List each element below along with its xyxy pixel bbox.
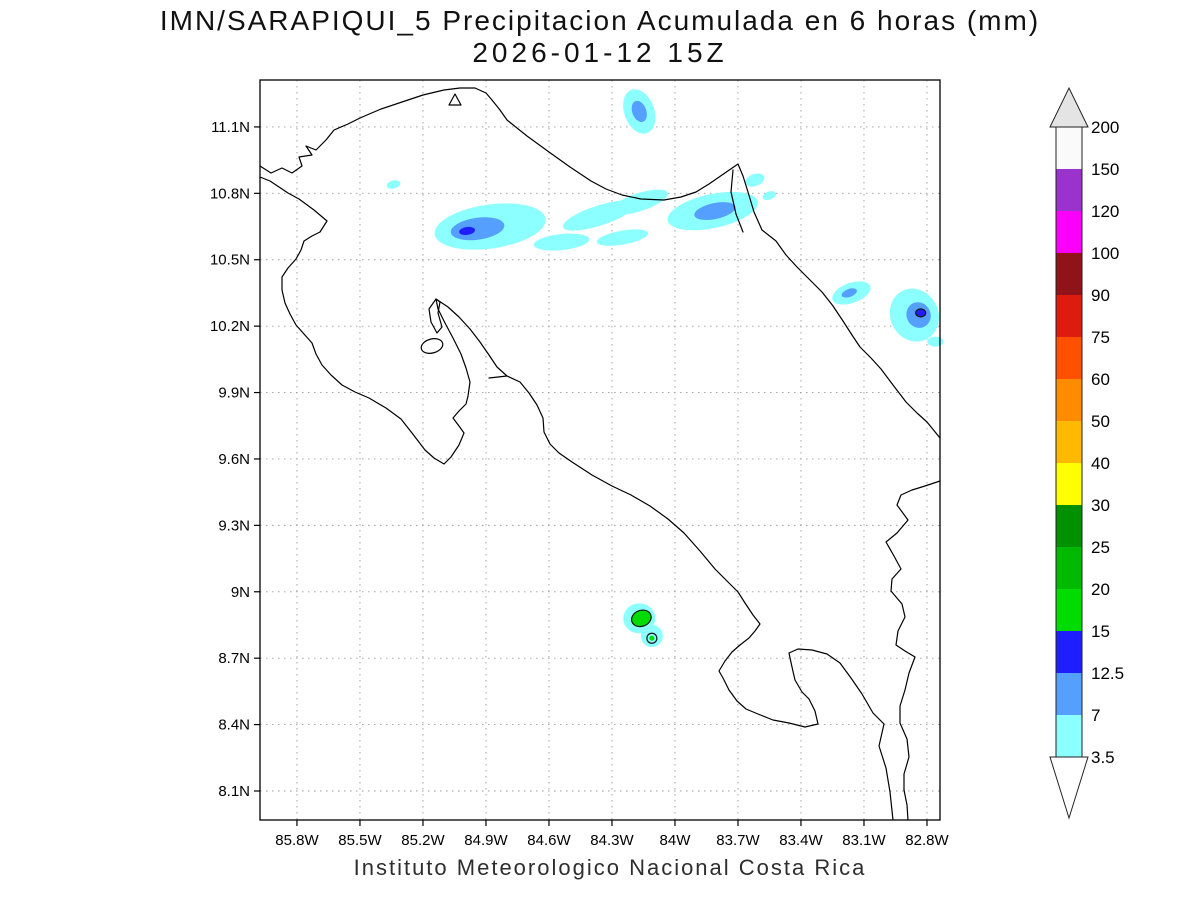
lon-tick-label: 83.4W	[779, 832, 823, 849]
colorbar-band	[1056, 589, 1082, 631]
colorbar-band	[1056, 337, 1082, 379]
colorbar: 200 150 120 100 90 75 60 50 40 30 25 20 15 12.5 7 3.5	[1049, 86, 1124, 820]
precip-patch	[694, 202, 736, 221]
colorbar-label: 120	[1091, 202, 1119, 221]
colorbar-band	[1056, 421, 1082, 463]
plot-border	[259, 79, 941, 821]
precip-patch	[649, 635, 655, 641]
page-title: IMN/SARAPIQUI_5 Precipitacion Acumulada …	[159, 5, 1041, 36]
colorbar-band	[1056, 631, 1082, 673]
colorbar-label: 3.5	[1091, 748, 1115, 767]
lon-tick-label: 82.8W	[905, 832, 949, 849]
lat-tick-label: 8.7N	[218, 650, 250, 667]
lat-tick-label: 8.4N	[218, 717, 250, 734]
colorbar-band	[1056, 505, 1082, 547]
lon-tick-label: 83.1W	[842, 832, 886, 849]
colorbar-band	[1056, 169, 1082, 211]
colorbar-band	[1056, 253, 1082, 295]
colorbar-label: 100	[1091, 244, 1119, 263]
lon-tick-label: 85.5W	[338, 832, 382, 849]
colorbar-label: 20	[1091, 580, 1110, 599]
lat-tick-label: 9.6N	[218, 451, 250, 468]
lat-tick-label: 8.1N	[218, 783, 250, 800]
precip-patch	[745, 173, 765, 187]
colorbar-label: 90	[1091, 286, 1110, 305]
colorbar-label: 12.5	[1091, 664, 1124, 683]
colorbar-label: 60	[1091, 370, 1110, 389]
colorbar-band	[1056, 715, 1082, 757]
tortuguero-canal	[730, 169, 744, 233]
colorbar-band	[1056, 547, 1082, 589]
lat-tick-label: 10.5N	[210, 252, 250, 269]
precip-patch	[386, 180, 401, 189]
lon-tick-label: 84.3W	[590, 832, 634, 849]
colorbar-label: 7	[1091, 706, 1100, 725]
colorbar-arrow-bottom	[1049, 756, 1089, 820]
colorbar-band	[1056, 379, 1082, 421]
grid-lines	[260, 80, 940, 820]
panama-border	[885, 480, 941, 821]
coastline-pacific	[259, 176, 894, 821]
lat-tick-label: 10.8N	[210, 185, 250, 202]
footer-caption: Instituto Meteorologico Nacional Costa R…	[353, 855, 867, 880]
colorbar-label: 15	[1091, 622, 1110, 641]
lat-tick-label: 9.3N	[218, 517, 250, 534]
colorbar-arrow-top	[1049, 86, 1089, 128]
lon-tick-label: 85.2W	[401, 832, 445, 849]
precipitation-layer	[386, 89, 944, 648]
colorbar-band	[1056, 127, 1082, 169]
valid-time-subtitle: 2026-01-12 15Z	[472, 37, 728, 68]
lon-tick-label: 84W	[660, 832, 692, 849]
colorbar-label: 200	[1091, 118, 1119, 137]
precip-patch	[533, 233, 590, 251]
puntarenas-spit	[488, 375, 508, 379]
coastline-layer	[259, 87, 941, 821]
coastline-north-and-caribbean	[259, 87, 941, 439]
colorbar-label: 50	[1091, 412, 1110, 431]
lat-tick-label: 9N	[231, 584, 250, 601]
lon-tick-label: 84.9W	[464, 832, 508, 849]
precip-patch	[631, 100, 647, 123]
precip-patch	[610, 189, 668, 215]
precip-patch	[762, 191, 777, 201]
colorbar-label: 40	[1091, 454, 1110, 473]
lon-tick-label: 83.7W	[716, 832, 760, 849]
chira-island	[420, 338, 444, 354]
precip-patch	[459, 226, 476, 236]
precip-contour	[630, 609, 652, 628]
lat-tick-label: 11.1N	[211, 119, 250, 136]
lat-tick-label: 9.9N	[218, 385, 250, 402]
precip-patch	[841, 288, 857, 298]
precip-contour	[915, 308, 927, 318]
colorbar-label: 75	[1091, 328, 1110, 347]
axis-labels: 85.8W 85.5W 85.2W 84.9W 84.6W 84.3W 84W 83.7W 83…	[210, 119, 950, 849]
lake-island-marker	[448, 93, 462, 106]
colorbar-band	[1056, 673, 1082, 715]
colorbar-label: 25	[1091, 538, 1110, 557]
lon-tick-label: 85.8W	[275, 832, 319, 849]
colorbar-label: 150	[1091, 160, 1119, 179]
colorbar-band	[1056, 211, 1082, 253]
precip-patch	[596, 229, 649, 246]
colorbar-band	[1056, 463, 1082, 505]
precip-patch	[927, 336, 944, 347]
colorbar-label: 30	[1091, 496, 1110, 515]
tempisque-estuary	[428, 298, 443, 334]
colorbar-band	[1056, 295, 1082, 337]
lon-tick-label: 84.6W	[527, 832, 571, 849]
lat-tick-label: 10.2N	[210, 318, 250, 335]
